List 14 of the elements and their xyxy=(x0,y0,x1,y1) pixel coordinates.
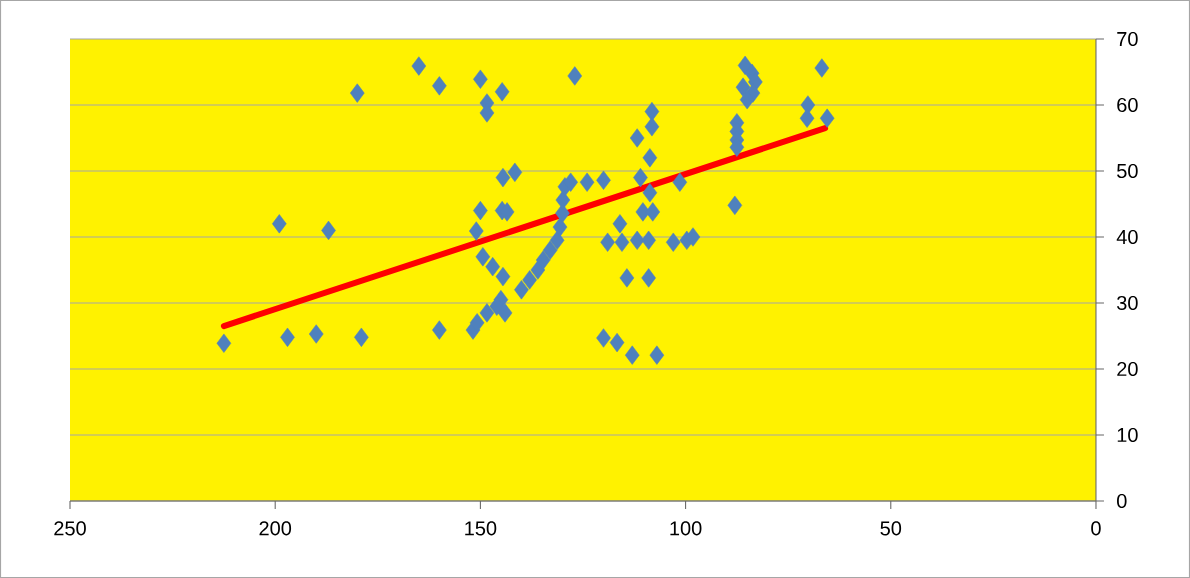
y-tick-label: 0 xyxy=(1117,493,1127,509)
x-tick-label: 100 xyxy=(670,521,702,536)
y-tick-label: 70 xyxy=(1117,31,1138,47)
y-tick-label: 10 xyxy=(1117,427,1138,443)
x-tick-label: 150 xyxy=(465,521,497,536)
y-tick-label: 20 xyxy=(1117,361,1138,377)
y-tick-label: 30 xyxy=(1117,295,1138,311)
x-tick-label: 200 xyxy=(259,521,292,536)
y-tick-label: 60 xyxy=(1117,97,1138,113)
x-tick-label: 250 xyxy=(54,521,86,536)
x-tick-label: 0 xyxy=(1091,521,1101,536)
y-tick-label: 50 xyxy=(1117,163,1138,179)
x-tick-label: 50 xyxy=(880,521,902,536)
y-tick-label: 40 xyxy=(1116,229,1138,245)
